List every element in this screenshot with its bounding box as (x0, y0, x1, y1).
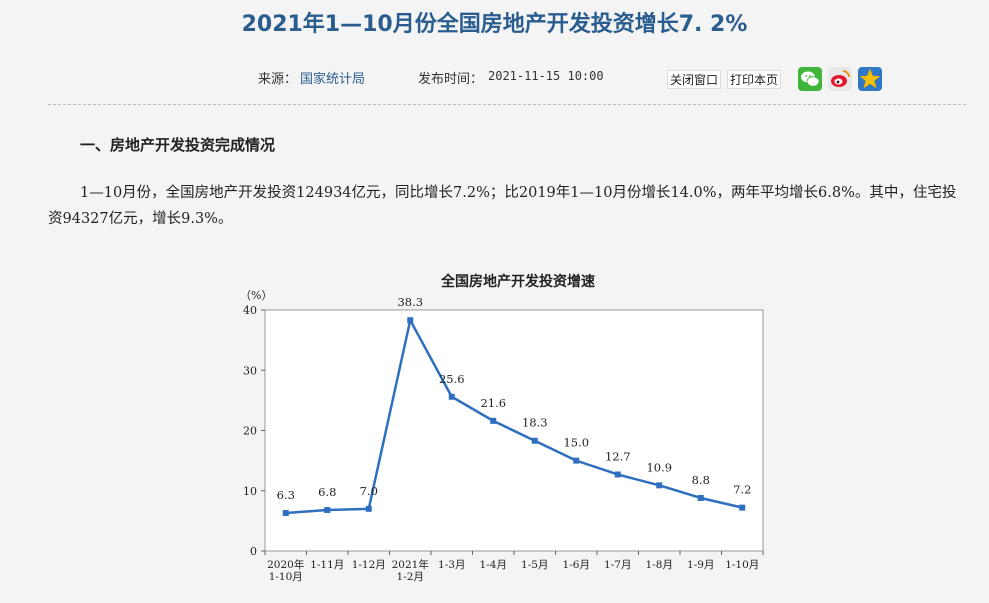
x-tick-label: 1-4月 (480, 559, 507, 571)
x-tick-label: 1-10月 (269, 571, 303, 583)
x-tick-label: 1-11月 (310, 559, 344, 571)
y-tick-label: 40 (243, 304, 257, 317)
publish-label: 发布时间： (418, 72, 484, 87)
close-window-button[interactable]: 关闭窗口 (667, 70, 722, 89)
source-link[interactable]: 国家统计局 (300, 72, 366, 87)
y-tick-label: 10 (243, 485, 257, 498)
source-label: 来源： (258, 72, 298, 87)
data-label: 7.0 (360, 484, 378, 498)
x-tick-label: 1-8月 (646, 559, 673, 571)
x-tick-label: 1-6月 (563, 559, 590, 571)
data-point (656, 482, 663, 489)
divider (48, 104, 966, 105)
data-point (324, 507, 331, 514)
wechat-icon[interactable] (798, 67, 822, 91)
section-heading: 一、房地产开发投资完成情况 (80, 136, 276, 154)
data-point (573, 457, 580, 464)
x-tick-label: 1-10月 (725, 559, 759, 571)
data-point (448, 393, 455, 400)
data-label: 10.9 (646, 460, 672, 474)
print-page-button[interactable]: 打印本页 (727, 70, 782, 89)
data-point (407, 317, 414, 324)
chart-title: 全国房地产开发投资增速 (441, 274, 595, 290)
data-point (531, 437, 538, 444)
y-tick-label: 0 (250, 545, 257, 558)
x-tick-label: 1-3月 (438, 559, 465, 571)
data-label: 8.8 (692, 473, 710, 487)
data-label: 18.3 (522, 416, 548, 430)
x-tick-label: 1-2月 (397, 571, 424, 583)
data-point (365, 505, 372, 512)
data-label: 7.2 (733, 483, 751, 497)
x-tick-label: 1-7月 (604, 559, 631, 571)
y-tick-label: 20 (243, 425, 257, 438)
page-title: 2021年1—10月份全国房地产开发投资增长7. 2% (241, 12, 748, 37)
series-line (285, 318, 743, 515)
data-label: 6.3 (277, 488, 295, 502)
data-point (490, 417, 497, 424)
data-label: 15.0 (563, 436, 589, 450)
x-tick-label: 1-12月 (352, 559, 386, 571)
data-label: 38.3 (397, 295, 423, 309)
data-point (614, 471, 621, 478)
x-tick-label: 1-9月 (687, 559, 714, 571)
weibo-icon[interactable] (828, 67, 852, 91)
qzone-icon[interactable] (858, 67, 882, 91)
section-paragraph: 1—10月份，全国房地产开发投资124934亿元，同比增长7.2%；比2019年… (48, 185, 957, 227)
x-tick-label: 2020年 (267, 558, 304, 571)
data-point (739, 504, 746, 511)
data-label: 21.6 (480, 396, 506, 410)
y-tick-label: 30 (243, 364, 257, 377)
data-label: 6.8 (318, 485, 336, 499)
publish-time: 2021-11-15 10:00 (488, 69, 604, 83)
x-tick-label: 1-5月 (521, 559, 548, 571)
x-tick-label: 2021年 (392, 558, 429, 571)
data-label: 12.7 (605, 449, 631, 463)
data-label: 25.6 (439, 372, 465, 386)
data-point (697, 494, 704, 501)
y-axis-label: （%） (240, 289, 272, 302)
data-point (282, 510, 289, 517)
